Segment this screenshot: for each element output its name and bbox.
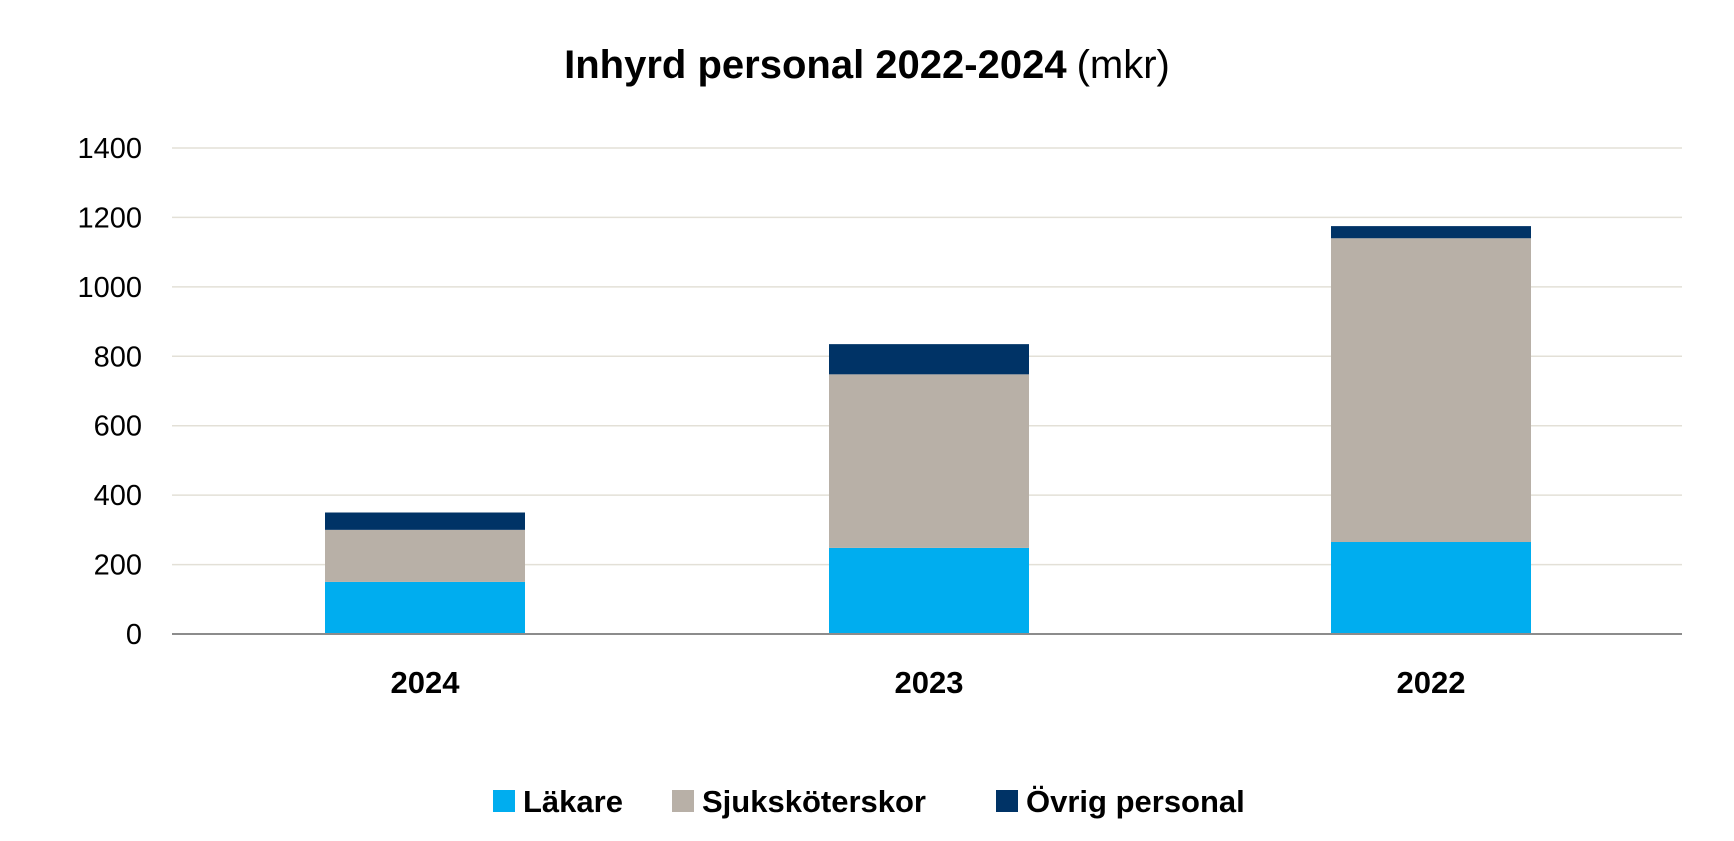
y-tick-label: 1400 <box>77 133 142 165</box>
y-tick-label: 1200 <box>77 202 142 234</box>
bar-segment-2022-ovrig-personal <box>1331 226 1531 239</box>
legend-swatch <box>493 790 515 812</box>
legend-label: Läkare <box>523 784 623 819</box>
bar-segment-2024-ovrig-personal <box>325 512 525 530</box>
y-tick-label: 1000 <box>77 272 142 304</box>
legend: Läkare Sjuksköterskor Övrig personal <box>493 784 1245 819</box>
x-axis-tick-labels: 2024 2023 2022 <box>391 665 1466 700</box>
y-tick-label: 0 <box>126 619 142 651</box>
bar-segment-2024-sjukskoterskor <box>325 529 525 582</box>
y-tick-label: 400 <box>94 480 142 512</box>
legend-swatch <box>672 790 694 812</box>
bar-segment-2024-lakare <box>325 581 525 634</box>
chart-title-unit: (mkr) <box>1077 43 1170 87</box>
bar-segment-2023-lakare <box>829 547 1029 634</box>
bar-segment-2023-sjukskoterskor <box>829 374 1029 548</box>
bar-segment-2023-ovrig-personal <box>829 344 1029 375</box>
legend-swatch <box>996 790 1018 812</box>
bars <box>325 226 1531 634</box>
y-tick-label: 200 <box>94 550 142 582</box>
y-axis-tick-labels: 0 200 400 600 800 1000 1200 1400 <box>77 133 142 651</box>
y-tick-label: 800 <box>94 341 142 373</box>
x-tick-label: 2022 <box>1397 665 1466 700</box>
x-tick-label: 2023 <box>895 665 964 700</box>
x-tick-label: 2024 <box>391 665 461 700</box>
chart-title: Inhyrd personal 2022-2024 (mkr) <box>564 43 1170 87</box>
chart-title-main: Inhyrd personal 2022-2024 <box>564 43 1067 87</box>
bar-segment-2022-lakare <box>1331 542 1531 634</box>
legend-label: Övrig personal <box>1026 784 1245 819</box>
y-tick-label: 600 <box>94 411 142 443</box>
legend-label: Sjuksköterskor <box>702 784 926 819</box>
bar-segment-2022-sjukskoterskor <box>1331 238 1531 543</box>
